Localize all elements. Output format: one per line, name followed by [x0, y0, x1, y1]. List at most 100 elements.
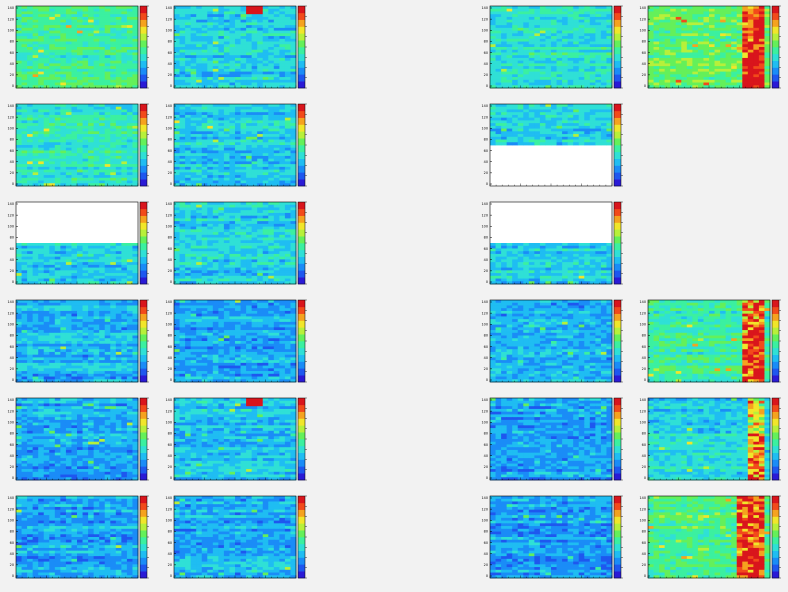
heat-cell: [105, 69, 111, 72]
heat-cell: [490, 112, 496, 115]
heat-cell: [16, 6, 22, 9]
heat-cell: [71, 181, 77, 184]
heat-cell: [180, 134, 186, 137]
heat-cell: [252, 107, 258, 110]
heat-cell: [545, 109, 551, 112]
heat-cell: [121, 150, 127, 153]
heat-cell: [174, 120, 180, 123]
heat-cell: [568, 140, 574, 143]
heat-cell: [202, 148, 208, 151]
heat-cell: [77, 170, 83, 173]
heat-cell: [595, 115, 601, 118]
heat-cell: [534, 36, 540, 39]
heat-cell: [753, 44, 759, 47]
heat-cell: [601, 20, 607, 23]
heat-cell: [551, 142, 557, 145]
heat-cell: [703, 63, 709, 66]
heat-cell: [557, 28, 563, 31]
heat-cell: [38, 123, 44, 126]
heat-cell: [246, 11, 252, 14]
heat-cell: [99, 248, 105, 251]
heat-cell: [38, 11, 44, 14]
heat-cell: [692, 9, 698, 12]
heat-cell: [229, 109, 235, 112]
heat-cell: [512, 6, 518, 9]
heat-cell: [257, 120, 263, 123]
heat-cell: [715, 47, 721, 50]
heat-cell: [687, 74, 693, 77]
heat-cell: [285, 159, 291, 162]
heat-cell: [654, 58, 660, 61]
heat-cell: [224, 83, 230, 86]
heat-cell: [590, 47, 596, 50]
heat-cell: [257, 31, 263, 34]
heat-cell: [759, 61, 765, 64]
heat-cell: [290, 11, 296, 14]
y-tick-label: 40: [484, 160, 488, 164]
heat-cell: [22, 145, 28, 148]
heat-cell: [132, 167, 138, 170]
heat-cell: [132, 273, 138, 276]
heat-cell: [88, 137, 94, 140]
heat-cell: [279, 72, 285, 75]
heat-cell: [257, 126, 263, 129]
heat-cell: [235, 112, 241, 115]
heat-cell: [71, 44, 77, 47]
heat-cell: [285, 31, 291, 34]
heat-cell: [540, 52, 546, 55]
heat-cell: [110, 248, 116, 251]
heat-cell: [246, 33, 252, 36]
heat-cell: [224, 123, 230, 126]
heat-cell: [241, 142, 247, 145]
heat-cell: [274, 61, 280, 64]
heat-cell: [692, 22, 698, 25]
heat-cell: [252, 148, 258, 151]
heat-cell: [606, 131, 612, 134]
heat-cell: [529, 25, 535, 28]
heat-cell: [529, 74, 535, 77]
heat-cell: [191, 126, 197, 129]
heat-cell: [55, 172, 61, 175]
heat-cell: [529, 131, 535, 134]
heat-cell: [709, 80, 715, 83]
heat-cell: [654, 31, 660, 34]
heat-cell: [606, 118, 612, 121]
heat-cell: [512, 77, 518, 80]
heat-cell: [274, 112, 280, 115]
heat-cell: [601, 74, 607, 77]
heat-cell: [174, 164, 180, 167]
heat-cell: [88, 9, 94, 12]
heat-cell: [229, 175, 235, 178]
heat-cell: [174, 14, 180, 17]
heat-cell: [38, 69, 44, 72]
heat-cell: [496, 39, 502, 42]
heat-cell: [703, 52, 709, 55]
heat-cell: [33, 270, 39, 273]
heat-cell: [551, 11, 557, 14]
heat-cell: [207, 20, 213, 23]
heat-cell: [606, 42, 612, 45]
heat-cell: [66, 31, 72, 34]
heat-cell: [764, 63, 770, 66]
heat-cell: [121, 104, 127, 107]
heat-cell: [174, 156, 180, 159]
heat-cell: [191, 72, 197, 75]
heat-cell: [174, 181, 180, 184]
heat-cell: [579, 120, 585, 123]
heat-cell: [246, 36, 252, 39]
heat-cell: [49, 42, 55, 45]
heat-cell: [213, 107, 219, 110]
heat-cell: [545, 104, 551, 107]
heat-cell: [22, 20, 28, 23]
heat-cell: [44, 120, 50, 123]
heat-cell: [285, 66, 291, 69]
heat-cell: [207, 120, 213, 123]
heat-cell: [174, 129, 180, 132]
heat-cell: [33, 142, 39, 145]
heat-cell: [99, 14, 105, 17]
heat-cell: [590, 107, 596, 110]
heat-cell: [263, 148, 269, 151]
heat-cell: [715, 69, 721, 72]
colorbar-segment: [614, 54, 621, 61]
